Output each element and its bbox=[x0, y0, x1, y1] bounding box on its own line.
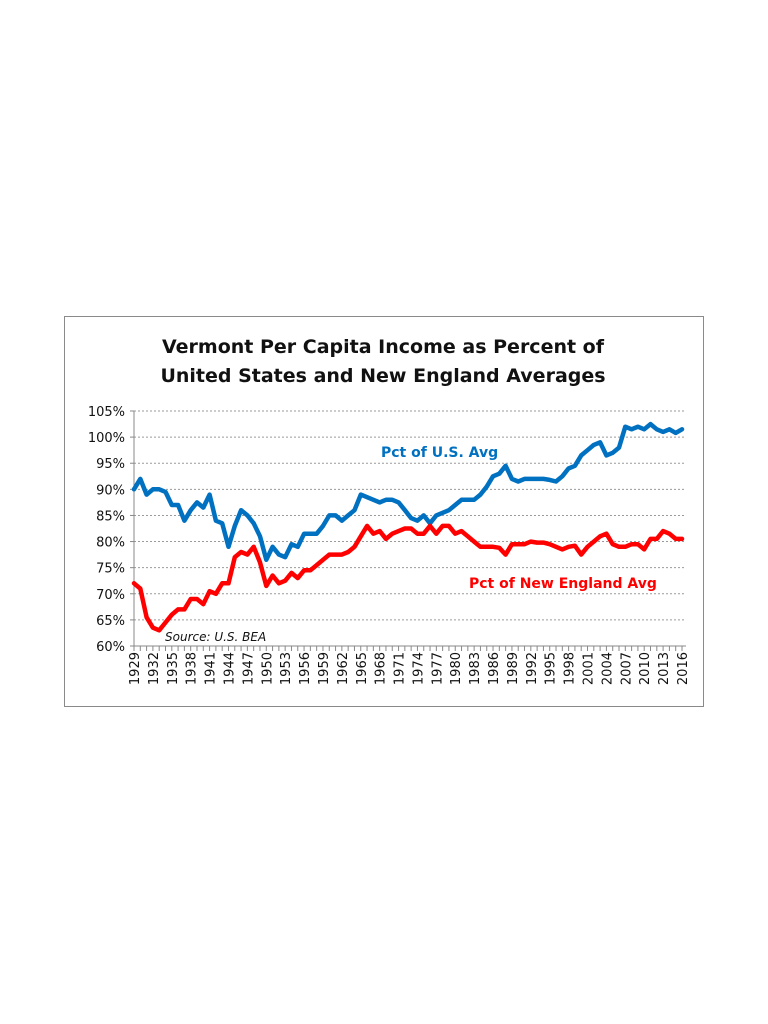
x-tick-label: 2013 bbox=[657, 652, 672, 685]
x-tick-label: 1998 bbox=[563, 652, 578, 685]
chart-frame bbox=[64, 316, 704, 707]
x-tick-label: 1929 bbox=[128, 652, 143, 685]
x-tick-label: 1977 bbox=[430, 652, 445, 685]
x-tick-label: 1986 bbox=[487, 652, 502, 685]
y-tick-label: 105% bbox=[88, 405, 125, 420]
y-tick-label: 75% bbox=[96, 562, 125, 577]
x-tick-label: 1980 bbox=[449, 652, 464, 685]
x-tick-label: 1950 bbox=[260, 652, 275, 685]
series-line-new-england bbox=[131, 523, 685, 633]
y-tick-label: 60% bbox=[96, 640, 125, 655]
x-tick-label: 1971 bbox=[393, 652, 408, 685]
y-tick-label: 80% bbox=[96, 536, 125, 551]
x-tick-label: 1962 bbox=[336, 652, 351, 685]
y-tick-label: 95% bbox=[96, 457, 125, 472]
chart-title-line-1: Vermont Per Capita Income as Percent of bbox=[162, 336, 605, 358]
source-annotation: Source: U.S. BEA bbox=[165, 630, 266, 644]
x-tick-label: 1944 bbox=[222, 652, 237, 685]
series-label-us: Pct of U.S. Avg bbox=[381, 445, 498, 461]
x-tick-label: 1959 bbox=[317, 652, 332, 685]
x-tick-label: 2001 bbox=[582, 652, 597, 685]
x-tick-label: 2007 bbox=[619, 652, 634, 685]
x-tick-label: 1938 bbox=[185, 652, 200, 685]
x-tick-label: 1989 bbox=[506, 652, 521, 685]
x-tick-label: 1947 bbox=[241, 652, 256, 685]
chart-title-line-2: United States and New England Averages bbox=[160, 365, 605, 387]
x-tick-label: 1995 bbox=[544, 652, 559, 685]
x-tick-label: 1953 bbox=[279, 652, 294, 685]
series-line-us bbox=[131, 421, 685, 563]
x-tick-label: 1983 bbox=[468, 652, 483, 685]
x-tick-label: 1935 bbox=[166, 652, 181, 685]
x-tick-label: 1932 bbox=[147, 652, 162, 685]
x-tick-label: 1968 bbox=[374, 652, 389, 685]
y-tick-label: 90% bbox=[96, 483, 125, 498]
x-tick-label: 1974 bbox=[411, 652, 426, 685]
y-tick-label: 70% bbox=[96, 588, 125, 603]
x-tick-label: 2016 bbox=[676, 652, 691, 685]
series-label-new-england: Pct of New England Avg bbox=[469, 576, 657, 592]
y-tick-label: 85% bbox=[96, 509, 125, 524]
x-tick-label: 2004 bbox=[600, 652, 615, 685]
y-tick-label: 100% bbox=[88, 431, 125, 446]
x-tick-label: 1941 bbox=[204, 652, 219, 685]
x-tick-label: 2010 bbox=[638, 652, 653, 685]
x-tick-label: 1956 bbox=[298, 652, 313, 685]
y-tick-label: 65% bbox=[96, 614, 125, 629]
x-tick-label: 1992 bbox=[525, 652, 540, 685]
x-tick-label: 1965 bbox=[355, 652, 370, 685]
